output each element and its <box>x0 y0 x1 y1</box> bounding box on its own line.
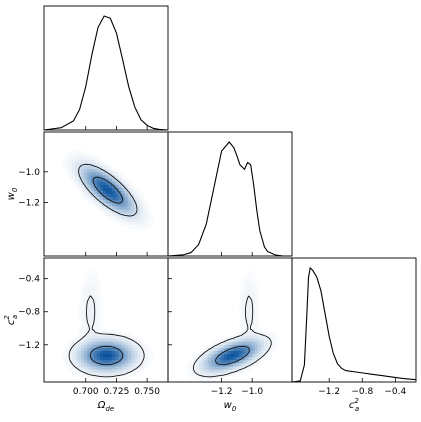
density-image <box>62 270 154 382</box>
y-tick-label: −0.4 <box>18 275 40 285</box>
y-tick-label: −1.2 <box>18 198 40 208</box>
marginal-omega_de <box>43 5 169 131</box>
density-image <box>62 150 154 232</box>
x-tick-label: 0.750 <box>134 387 160 397</box>
contour-level-1 <box>92 176 124 204</box>
y-axis-label-w0: w0 <box>6 187 19 200</box>
x-tick-label: −1.2 <box>211 387 233 397</box>
contour-level-2 <box>192 295 272 378</box>
joint-w0-ca2 <box>167 257 293 383</box>
marginal-w0 <box>167 131 293 257</box>
joint-omega_de-w0 <box>43 131 169 257</box>
panel-frame-ca2 <box>291 257 417 383</box>
x-tick-label: −1.0 <box>241 387 263 397</box>
panel-frame-omega_de <box>43 5 169 131</box>
joint-omega_de-ca2 <box>43 257 169 383</box>
x-tick-label: −1.2 <box>318 387 340 397</box>
x-axis-label-w0: w0 <box>224 400 237 413</box>
contour-level-1 <box>214 345 250 366</box>
y-tick-label: −1.0 <box>18 168 40 178</box>
x-tick-label: −0.8 <box>351 387 373 397</box>
contours <box>68 295 145 378</box>
density-image <box>186 270 281 382</box>
x-tick-label: 0.725 <box>104 387 130 397</box>
contours <box>192 295 272 378</box>
contours <box>78 163 138 217</box>
contour-level-2 <box>68 295 145 378</box>
contour-level-1 <box>89 345 124 366</box>
contour-level-2 <box>78 163 138 217</box>
y-tick-label: −0.8 <box>18 308 40 318</box>
x-tick-label: 0.700 <box>73 387 99 397</box>
ticks-0-0 <box>85 126 148 130</box>
ticks-1-1 <box>221 252 253 256</box>
marginal-curve-omega_de <box>43 15 169 131</box>
ticks-2-1 <box>168 278 253 382</box>
x-axis-label-omega_de: Ωde <box>97 400 114 413</box>
marginal-ca2 <box>291 257 417 383</box>
marginal-curve-ca2 <box>291 266 417 383</box>
y-axis-label-ca2: c2a <box>3 315 19 326</box>
ticks-2-2 <box>328 378 396 382</box>
marginal-curve-w0 <box>167 141 292 257</box>
panel-frame-w0-ca2 <box>167 257 293 383</box>
ticks-2-0 <box>44 278 148 382</box>
y-tick-label: −1.2 <box>18 341 40 351</box>
panel-frame-omega_de-w0 <box>43 131 169 257</box>
x-axis-label-ca2: c2 a <box>349 397 360 413</box>
x-tick-label: −0.4 <box>384 387 406 397</box>
panel-frame-w0 <box>167 131 293 257</box>
ticks-1-0 <box>44 171 148 256</box>
